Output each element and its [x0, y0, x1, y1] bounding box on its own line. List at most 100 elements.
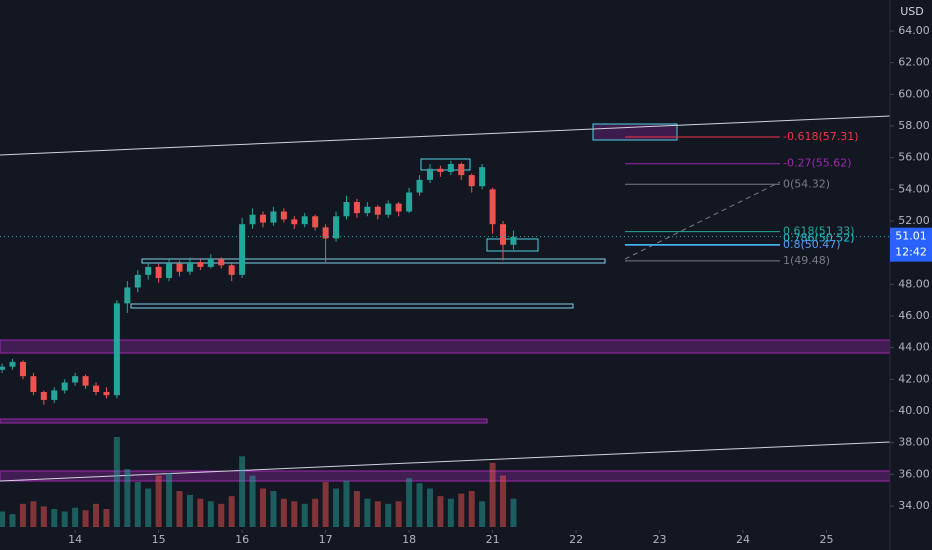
zone: [0, 418, 488, 424]
fib-label: 0.786(50.52): [783, 231, 855, 244]
zone: [130, 303, 574, 309]
candle-body: [19, 361, 26, 377]
candle-body: [385, 203, 392, 215]
volume-bar: [249, 475, 256, 527]
volume-bar: [145, 488, 152, 527]
candle-body: [166, 263, 173, 279]
box: [420, 158, 471, 171]
x-tick-label: 22: [569, 533, 583, 546]
volume-bar: [479, 501, 486, 527]
box: [592, 123, 678, 141]
candle-body: [468, 175, 475, 187]
candle-body: [72, 376, 79, 383]
candle-body: [500, 224, 507, 245]
trend-line: [0, 115, 891, 156]
volume-bar: [197, 498, 204, 527]
candle-body: [9, 361, 16, 367]
candle-body: [259, 214, 266, 223]
volume-bar: [374, 501, 381, 527]
candle-body: [312, 216, 319, 228]
zone: [0, 339, 891, 354]
volume-bar: [270, 491, 277, 527]
x-tick-label: 16: [235, 533, 249, 546]
volume-bar: [364, 498, 371, 527]
candle-body: [103, 391, 110, 396]
volume-bar: [19, 503, 26, 527]
candle-body: [406, 192, 413, 212]
volume-bar: [416, 483, 423, 527]
volume-bar: [134, 482, 141, 527]
y-tick-label: 40.00: [898, 404, 930, 417]
fib-label: 0.8(50.47): [783, 238, 841, 251]
countdown: 12:42: [895, 246, 927, 259]
candle-body: [322, 227, 329, 239]
volume-bar: [124, 469, 131, 527]
volume-bar: [61, 511, 68, 527]
candle-body: [0, 366, 6, 370]
candle-body: [82, 376, 89, 386]
volume-bar: [82, 510, 89, 527]
y-tick-label: 58.00: [898, 119, 930, 132]
volume-bar: [301, 503, 308, 527]
candle-body: [270, 211, 277, 223]
fib-label: 0(54.32): [783, 177, 830, 190]
y-tick-label: 54.00: [898, 182, 930, 195]
volume-bar: [489, 462, 496, 527]
volume-bar: [437, 496, 444, 527]
candle-body: [30, 376, 37, 392]
x-tick-label: 23: [653, 533, 667, 546]
candle-body: [291, 219, 298, 225]
volume-bar: [113, 437, 120, 527]
trend-line: [0, 441, 891, 482]
candle-body: [249, 214, 256, 225]
candle-body: [374, 206, 381, 215]
volume-bar: [510, 498, 517, 527]
candle-body: [113, 303, 120, 396]
volume-bar: [207, 501, 214, 527]
y-tick-label: 62.00: [898, 56, 930, 69]
volume-bar: [291, 501, 298, 527]
candle-body: [479, 167, 486, 187]
volume-bar: [51, 509, 58, 527]
volume-bar: [280, 498, 287, 527]
candle-body: [207, 259, 214, 267]
x-tick-label: 25: [820, 533, 834, 546]
volume-bar: [166, 473, 173, 527]
x-tick-label: 24: [736, 533, 750, 546]
volume-bar: [0, 511, 6, 527]
volume-bar: [322, 482, 329, 527]
candle-body: [301, 216, 308, 225]
last-price-box: [890, 227, 932, 262]
candle-body: [40, 391, 47, 400]
volume-bar: [186, 494, 193, 527]
volume-bar: [228, 496, 235, 527]
candle-body: [228, 265, 235, 275]
volume-bar: [458, 493, 465, 527]
x-tick-label: 14: [68, 533, 82, 546]
volume-bar: [40, 506, 47, 527]
candle-body: [333, 216, 340, 239]
candle-body: [197, 262, 204, 267]
zone: [0, 470, 891, 482]
candle-body: [145, 266, 152, 275]
fib-label: 1(49.48): [783, 254, 830, 267]
volume-bar: [395, 501, 402, 527]
fib-trend: [624, 181, 781, 260]
y-tick-label: 52.00: [898, 214, 930, 227]
candle-body: [134, 274, 141, 288]
y-tick-label: 46.00: [898, 309, 930, 322]
candle-body: [510, 236, 517, 245]
volume-bar: [155, 475, 162, 527]
volume-bar: [353, 491, 360, 527]
candle-body: [489, 189, 496, 225]
candle-body: [437, 168, 444, 172]
candle-body: [176, 263, 183, 272]
candle-body: [186, 262, 193, 272]
volume-bar: [30, 501, 37, 527]
volume-bar: [9, 514, 16, 527]
volume-bar: [343, 480, 350, 527]
x-tick-label: 15: [152, 533, 166, 546]
volume-bar: [385, 503, 392, 527]
volume-bar: [218, 503, 225, 527]
